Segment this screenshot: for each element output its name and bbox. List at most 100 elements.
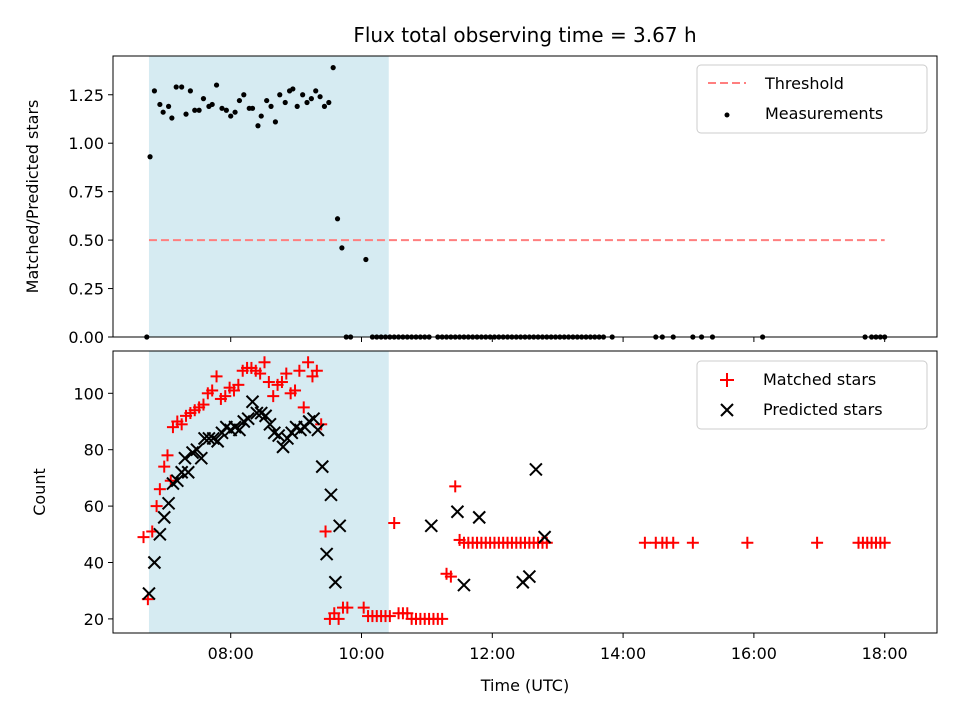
marker-stroke	[206, 431, 220, 446]
predicted-star-marker	[271, 428, 286, 443]
x-tick-label: 14:00	[600, 644, 646, 663]
marker-stroke	[324, 488, 338, 502]
marker-stroke	[250, 406, 264, 420]
predicted-stars-points	[142, 395, 552, 601]
marker-stroke	[147, 555, 162, 570]
measurement-point	[290, 86, 296, 92]
measurement-points	[144, 65, 888, 340]
predicted-star-marker	[319, 547, 334, 561]
x-tick-label: 18:00	[862, 644, 908, 663]
measurement-point	[228, 113, 234, 119]
y-tick-label: 40	[84, 554, 104, 573]
marker-stroke	[161, 496, 176, 510]
predicted-star-marker	[181, 465, 195, 479]
bottom-y-ticks: 20 40 60 80 100	[73, 384, 113, 629]
marker-stroke	[333, 519, 347, 533]
predicted-star-marker	[147, 555, 162, 570]
bottom-legend: Matched stars Predicted stars	[696, 360, 928, 430]
measurement-point	[241, 92, 247, 98]
y-tick-label: 1.25	[68, 86, 104, 105]
measurement-point	[200, 96, 207, 102]
marker-stroke	[271, 428, 286, 443]
measurement-point	[326, 99, 332, 106]
matched-star-marker	[341, 601, 354, 614]
predicted-star-marker	[157, 510, 171, 525]
predicted-star-marker	[324, 488, 338, 502]
predicted-star-marker	[333, 519, 347, 533]
x-tick-label: 08:00	[208, 644, 254, 663]
marker-stroke	[328, 575, 343, 589]
matched-star-marker	[137, 531, 150, 544]
measurement-point	[187, 88, 193, 94]
marker-stroke	[174, 465, 189, 479]
bottom-y-axis-label: Count	[30, 468, 49, 516]
marker-stroke	[153, 527, 167, 542]
x-tick-label: 16:00	[731, 644, 777, 663]
matched-star-marker	[254, 367, 267, 380]
measurement-point	[157, 101, 163, 108]
predicted-star-marker	[210, 434, 225, 448]
x-axis-label: Time (UTC)	[480, 676, 569, 695]
predicted-star-marker	[194, 451, 208, 465]
predicted-star-marker	[245, 395, 260, 409]
measurement-point	[169, 115, 175, 121]
measurement-point	[160, 109, 166, 115]
top-x-ticks	[230, 337, 886, 342]
measurement-point	[147, 154, 153, 160]
measurement-point	[321, 103, 328, 109]
legend-threshold-label: Threshold	[764, 74, 844, 93]
predicted-star-marker	[232, 423, 247, 437]
legend-predicted-label: Predicted stars	[763, 400, 883, 419]
matched-star-marker	[811, 536, 824, 549]
matched-star-marker	[638, 536, 651, 549]
predicted-star-marker	[311, 423, 325, 437]
legend-matched-label: Matched stars	[763, 370, 876, 389]
predicted-star-marker	[450, 505, 465, 519]
predicted-star-marker	[174, 465, 189, 479]
matched-star-marker	[289, 384, 302, 397]
y-tick-label: 0.25	[68, 280, 104, 299]
matched-star-marker	[315, 418, 328, 431]
matched-star-marker	[258, 356, 271, 369]
measurement-point	[300, 92, 306, 98]
measurement-point	[219, 105, 225, 111]
matched-star-marker	[161, 449, 174, 462]
predicted-star-marker	[424, 519, 438, 533]
matched-star-marker	[332, 612, 345, 625]
marker-stroke	[457, 578, 471, 592]
marker-stroke	[306, 411, 321, 426]
matched-star-marker	[383, 610, 396, 623]
measurement-point	[268, 103, 274, 109]
measurement-point	[317, 94, 323, 100]
predicted-star-marker	[241, 411, 255, 426]
legend-measurements-label: Measurements	[765, 104, 883, 123]
predicted-star-marker	[170, 474, 185, 488]
matched-star-marker	[267, 390, 280, 403]
y-tick-label: 60	[84, 497, 104, 516]
matched-star-marker	[741, 536, 754, 549]
matched-star-marker	[262, 376, 275, 389]
matched-star-marker	[210, 370, 223, 383]
marker-stroke	[254, 406, 268, 420]
marker-stroke	[276, 440, 290, 454]
y-tick-label: 100	[73, 384, 104, 403]
marker-stroke	[170, 474, 185, 488]
matched-star-marker	[150, 500, 163, 513]
matched-star-marker	[206, 384, 219, 397]
matched-star-marker	[686, 536, 699, 549]
measurement-point	[192, 107, 198, 113]
marker-stroke	[241, 411, 255, 426]
measurement-point	[213, 82, 220, 88]
chart-title: Flux total observing time = 3.67 h	[353, 23, 696, 47]
measurement-point	[339, 245, 345, 251]
marker-stroke	[181, 465, 195, 479]
top-panel: 0.00 0.25 0.50 0.75 1.00 1.25 Matched/Predict…	[23, 55, 938, 347]
top-observing-window	[148, 56, 389, 337]
matched-star-marker	[357, 601, 370, 614]
y-tick-label: 1.00	[68, 134, 104, 153]
matched-star-marker	[388, 517, 401, 530]
measurement-point	[183, 111, 189, 117]
measurement-point	[304, 99, 310, 106]
measurement-point	[223, 107, 229, 113]
predicted-star-marker	[306, 411, 321, 426]
